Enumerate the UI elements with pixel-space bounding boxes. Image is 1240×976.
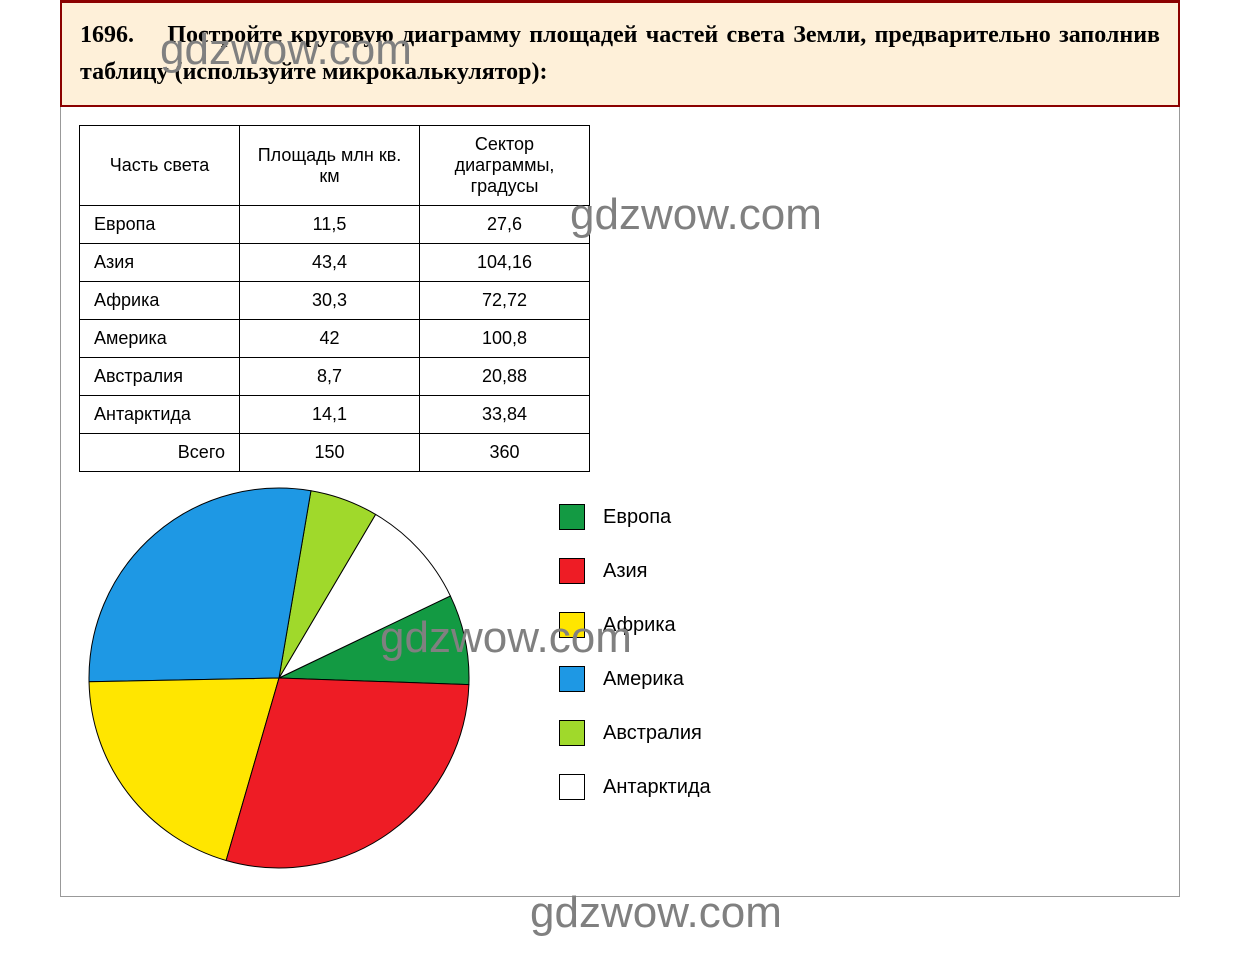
table-cell: 20,88 <box>420 358 590 396</box>
legend-swatch <box>559 612 585 638</box>
problem-number: 1696. <box>80 22 134 48</box>
table-total-row: Всего150360 <box>80 434 590 472</box>
legend-swatch <box>559 720 585 746</box>
table-cell: 27,6 <box>420 206 590 244</box>
table-cell: Азия <box>80 244 240 282</box>
table-cell: 72,72 <box>420 282 590 320</box>
legend-item: Европа <box>559 504 711 530</box>
legend-label: Антарктида <box>603 776 711 799</box>
table-cell: 8,7 <box>240 358 420 396</box>
table-row: Австралия8,720,88 <box>80 358 590 396</box>
legend-item: Азия <box>559 558 711 584</box>
chart-row: Европа Азия Африка Америка Австралия Антаркти… <box>79 478 1161 878</box>
table-cell: Африка <box>80 282 240 320</box>
table-cell: 360 <box>420 434 590 472</box>
table-cell: Европа <box>80 206 240 244</box>
col-header-degrees: Сектор диаграммы, градусы <box>420 126 590 206</box>
legend-swatch <box>559 558 585 584</box>
problem-text: Постройте круговую диаграмму площадей ча… <box>80 22 1160 85</box>
table-cell: 33,84 <box>420 396 590 434</box>
page-root: 1696. Постройте круговую диаграмму площа… <box>0 0 1240 897</box>
content-area: Часть света Площадь млн кв. км Сектор ди… <box>60 107 1180 897</box>
col-header-region: Часть света <box>80 126 240 206</box>
legend-label: Австралия <box>603 722 702 745</box>
legend-item: Антарктида <box>559 774 711 800</box>
table-row: Африка30,372,72 <box>80 282 590 320</box>
legend-label: Америка <box>603 668 684 691</box>
data-table: Часть света Площадь млн кв. км Сектор ди… <box>79 125 590 472</box>
table-row: Америка42100,8 <box>80 320 590 358</box>
table-cell: 30,3 <box>240 282 420 320</box>
legend: Европа Азия Африка Америка Австралия Антаркти… <box>559 478 711 828</box>
table-cell: 11,5 <box>240 206 420 244</box>
legend-swatch <box>559 504 585 530</box>
legend-label: Африка <box>603 614 676 637</box>
table-row: Азия43,4104,16 <box>80 244 590 282</box>
legend-label: Азия <box>603 560 648 583</box>
table-row: Европа11,527,6 <box>80 206 590 244</box>
table-cell: 42 <box>240 320 420 358</box>
table-header-row: Часть света Площадь млн кв. км Сектор ди… <box>80 126 590 206</box>
table-cell: Всего <box>80 434 240 472</box>
table-cell: 150 <box>240 434 420 472</box>
problem-header: 1696. Постройте круговую диаграмму площа… <box>60 0 1180 107</box>
table-cell: 100,8 <box>420 320 590 358</box>
table-cell: 43,4 <box>240 244 420 282</box>
table-row: Антарктида14,133,84 <box>80 396 590 434</box>
pie-chart <box>79 478 479 878</box>
legend-swatch <box>559 774 585 800</box>
table-cell: Австралия <box>80 358 240 396</box>
table-cell: Америка <box>80 320 240 358</box>
legend-item: Африка <box>559 612 711 638</box>
legend-item: Австралия <box>559 720 711 746</box>
table-cell: 14,1 <box>240 396 420 434</box>
legend-item: Америка <box>559 666 711 692</box>
col-header-area: Площадь млн кв. км <box>240 126 420 206</box>
pie-slice-Америка <box>89 488 311 682</box>
legend-swatch <box>559 666 585 692</box>
table-cell: 104,16 <box>420 244 590 282</box>
table-cell: Антарктида <box>80 396 240 434</box>
legend-label: Европа <box>603 506 671 529</box>
